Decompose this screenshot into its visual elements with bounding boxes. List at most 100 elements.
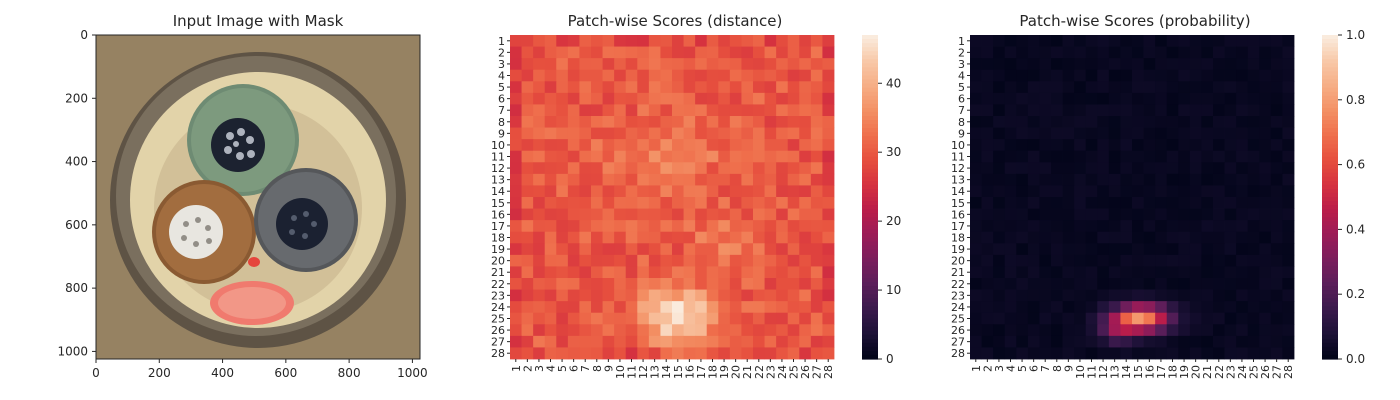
heatmap-cell	[1062, 335, 1075, 348]
row-tick-label: 8	[958, 116, 965, 129]
heatmap-cell	[1224, 289, 1237, 302]
colorbar-segment	[1322, 314, 1338, 320]
heatmap-cell	[1085, 335, 1098, 348]
colorbar-segment	[1322, 241, 1338, 247]
heatmap-cell	[1039, 231, 1052, 244]
heatmap-cell	[1143, 104, 1156, 117]
heatmap-cell	[637, 278, 650, 290]
heatmap-cell	[1189, 324, 1202, 337]
heatmap-cell	[614, 35, 627, 47]
colorbar-segment	[862, 35, 878, 40]
heatmap-cell	[1039, 266, 1052, 279]
heatmap-cell	[1027, 231, 1040, 244]
heatmap-cell	[741, 324, 754, 337]
colorbar-segment	[1322, 71, 1338, 77]
heatmap-cell	[1236, 324, 1249, 337]
heatmap-cell	[1016, 69, 1029, 82]
heatmap-cell	[1027, 162, 1040, 175]
heatmap-cell	[521, 104, 534, 117]
heatmap-cell	[567, 278, 580, 290]
heatmap-cell	[695, 278, 708, 290]
heatmap-cell	[822, 301, 835, 314]
heatmap-cell	[1259, 35, 1272, 47]
heatmap-cell	[764, 231, 777, 244]
heatmap-cell	[1166, 35, 1179, 47]
y-tick-label: 1000	[57, 344, 88, 358]
heatmap-cell	[822, 46, 835, 59]
row-tick-label: 14	[951, 185, 965, 198]
heatmap-cell	[729, 347, 742, 360]
heatmap-cell	[1282, 116, 1295, 128]
heatmap-cell	[567, 104, 580, 117]
heatmap-cell	[799, 139, 812, 152]
heatmap-cell	[776, 301, 789, 314]
heatmap-cell	[1143, 150, 1156, 163]
heatmap-cell	[753, 347, 765, 360]
heatmap-cell	[1178, 254, 1191, 267]
heatmap-cell	[1282, 185, 1295, 198]
heatmap-cell	[729, 254, 742, 267]
heatmap-cell	[1236, 231, 1249, 244]
heatmap-cell	[970, 150, 982, 163]
heatmap-cell	[579, 69, 592, 82]
heatmap-cell	[683, 324, 696, 337]
colorbar-segment	[1322, 310, 1338, 316]
heatmap-cell	[1270, 231, 1283, 244]
heatmap-cell	[1120, 243, 1133, 256]
heatmap-cell	[1004, 266, 1017, 279]
colorbar-segment	[862, 51, 878, 56]
heatmap-cell	[614, 220, 627, 233]
heatmap-cell	[591, 197, 603, 209]
heatmap-cell	[718, 301, 731, 314]
col-tick-label: 19	[1178, 365, 1191, 379]
heatmap-cell	[753, 254, 765, 267]
col-tick-label: 2	[981, 365, 994, 372]
row-tick-label: 10	[951, 139, 965, 152]
heatmap-cell	[1085, 139, 1098, 152]
heatmap-cell	[544, 139, 557, 152]
heatmap-cell	[591, 324, 603, 337]
heatmap-cell	[591, 312, 603, 325]
heatmap-cell	[1062, 243, 1075, 256]
heatmap-cell	[706, 278, 719, 290]
heatmap-cell	[764, 58, 777, 71]
colorbar-segment	[862, 55, 878, 60]
row-tick-label: 4	[498, 70, 505, 83]
heatmap-cell	[787, 139, 800, 152]
heatmap-cell	[1108, 335, 1121, 348]
heatmap-cell	[1074, 150, 1087, 163]
heatmap-cell	[1016, 139, 1029, 152]
heatmap-cell	[810, 266, 823, 279]
heatmap-cell	[1120, 185, 1133, 198]
colorbar-segment	[1322, 217, 1338, 222]
heatmap-cell	[810, 335, 823, 348]
heatmap-cell	[591, 58, 603, 71]
heatmap-cell	[556, 162, 569, 175]
heatmap-cell	[602, 243, 615, 256]
heatmap-cell	[695, 266, 708, 279]
heatmap-cell	[741, 208, 754, 221]
heatmap-cell	[729, 173, 742, 186]
heatmap-cell	[672, 92, 684, 105]
colorbar-segment	[862, 354, 878, 360]
heatmap-cell	[544, 289, 557, 302]
heatmap-cell	[614, 254, 627, 267]
colorbar-segment	[862, 63, 878, 68]
heatmap-cell	[1189, 335, 1202, 348]
heatmap-cell	[718, 254, 731, 267]
heatmap-cell	[1259, 335, 1272, 348]
heatmap-cell	[787, 208, 800, 221]
heatmap-cell	[970, 220, 982, 233]
heatmap-cell	[729, 150, 742, 163]
heatmap-cell	[799, 162, 812, 175]
heatmap-cell	[1201, 208, 1214, 221]
heatmap-cell	[1178, 278, 1191, 290]
heatmap-cell	[637, 150, 650, 163]
heatmap-cell	[1074, 254, 1087, 267]
colorbar-segment	[1322, 354, 1338, 360]
heatmap-cell	[1155, 312, 1168, 325]
heatmap-cell	[510, 139, 522, 152]
heatmap-cell	[579, 324, 592, 337]
heatmap-cell	[970, 81, 982, 94]
heatmap-cell	[787, 81, 800, 94]
